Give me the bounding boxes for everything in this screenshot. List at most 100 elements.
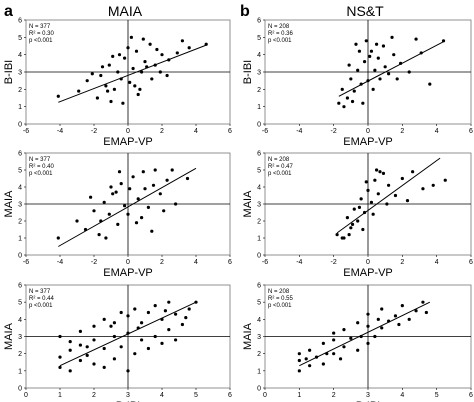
data-point [155, 47, 159, 52]
data-point [347, 63, 351, 67]
data-point [134, 49, 139, 53]
x-tick-label: 0 [126, 259, 130, 266]
data-point [376, 56, 380, 60]
data-point [390, 35, 394, 39]
y-tick-label: 0 [18, 122, 22, 129]
data-point [356, 348, 360, 352]
data-point [359, 82, 363, 86]
y-tick-label: 2 [18, 219, 22, 226]
data-point [92, 324, 96, 328]
data-point [393, 314, 398, 318]
data-point [366, 188, 370, 192]
data-point [332, 331, 336, 335]
data-point [392, 53, 396, 57]
data-point [342, 105, 346, 109]
y-tick-label: 4 [257, 317, 261, 324]
x-tick-label: 2 [400, 259, 404, 266]
stats-text: p <0.001 [29, 38, 53, 44]
y-tick-label: 5 [257, 300, 261, 307]
data-point [140, 70, 144, 74]
data-point [180, 39, 184, 43]
data-point [194, 300, 198, 304]
data-point [133, 84, 137, 88]
data-point [58, 365, 62, 369]
data-point [369, 200, 374, 204]
x-axis-label: B-IBI [356, 400, 380, 402]
stats-text: R² = 0.44 [29, 296, 55, 302]
data-point [150, 229, 154, 233]
data-point [126, 46, 130, 50]
data-point [407, 317, 411, 321]
x-axis-label: EMAP-VP [103, 267, 153, 279]
x-tick-label: 1 [58, 392, 62, 399]
x-tick-label: -6 [262, 128, 268, 135]
data-point [381, 44, 386, 48]
data-point [356, 321, 360, 325]
data-point [116, 222, 120, 226]
data-point [204, 42, 208, 46]
x-tick-label: 4 [194, 259, 198, 266]
data-point [335, 233, 339, 237]
data-point [371, 212, 375, 216]
data-point [112, 357, 116, 361]
data-point [314, 355, 319, 359]
data-point [342, 328, 346, 332]
stats-text: R² = 0.40 [29, 164, 55, 170]
x-tick-label: 3 [126, 392, 130, 399]
data-point [163, 309, 167, 313]
data-point [356, 219, 360, 223]
data-point [338, 357, 343, 361]
data-point [92, 209, 96, 213]
data-point [150, 77, 154, 81]
data-point [112, 321, 116, 325]
stats-text: p <0.001 [268, 38, 292, 44]
data-point [350, 99, 355, 104]
y-tick-label: 6 [18, 18, 22, 25]
x-tick-label: 6 [469, 392, 473, 399]
data-point [364, 39, 368, 43]
regression-line [336, 157, 441, 234]
stats-text: N = 377 [29, 157, 51, 163]
data-point [170, 168, 174, 172]
stats-text: N = 377 [29, 289, 51, 295]
data-point [354, 42, 358, 46]
data-point [376, 317, 380, 321]
data-point [345, 96, 349, 100]
regression-line [299, 301, 431, 367]
data-point [414, 309, 418, 313]
data-point [407, 70, 411, 74]
data-point [85, 345, 89, 349]
column-title-nst: NS&T [346, 3, 384, 19]
panel-letter-a: a [4, 3, 13, 20]
y-tick-label: 0 [18, 253, 22, 260]
x-tick-label: -2 [91, 128, 97, 135]
data-point [357, 49, 362, 53]
y-tick-label: 1 [18, 104, 22, 111]
data-point [112, 87, 116, 91]
data-point [421, 300, 425, 304]
data-point [342, 345, 346, 349]
data-point [128, 80, 132, 84]
data-point [106, 89, 110, 93]
data-point [414, 37, 418, 41]
x-tick-label: 6 [469, 259, 473, 266]
data-point [397, 322, 401, 327]
x-tick-label: 2 [92, 392, 96, 399]
data-point [187, 307, 191, 311]
y-tick-label: 3 [18, 334, 22, 341]
y-tick-label: 5 [18, 300, 22, 307]
column-title-maia: MAIA [108, 3, 143, 19]
data-point [78, 358, 82, 363]
data-point [380, 307, 384, 311]
data-point [77, 89, 81, 93]
data-point [167, 58, 171, 62]
data-point [100, 65, 105, 69]
data-point [400, 304, 404, 308]
data-point [90, 72, 94, 76]
data-point [126, 314, 130, 318]
y-tick-label: 3 [18, 202, 22, 209]
data-point [359, 334, 363, 339]
data-point [347, 233, 351, 237]
x-tick-label: 4 [160, 392, 164, 399]
